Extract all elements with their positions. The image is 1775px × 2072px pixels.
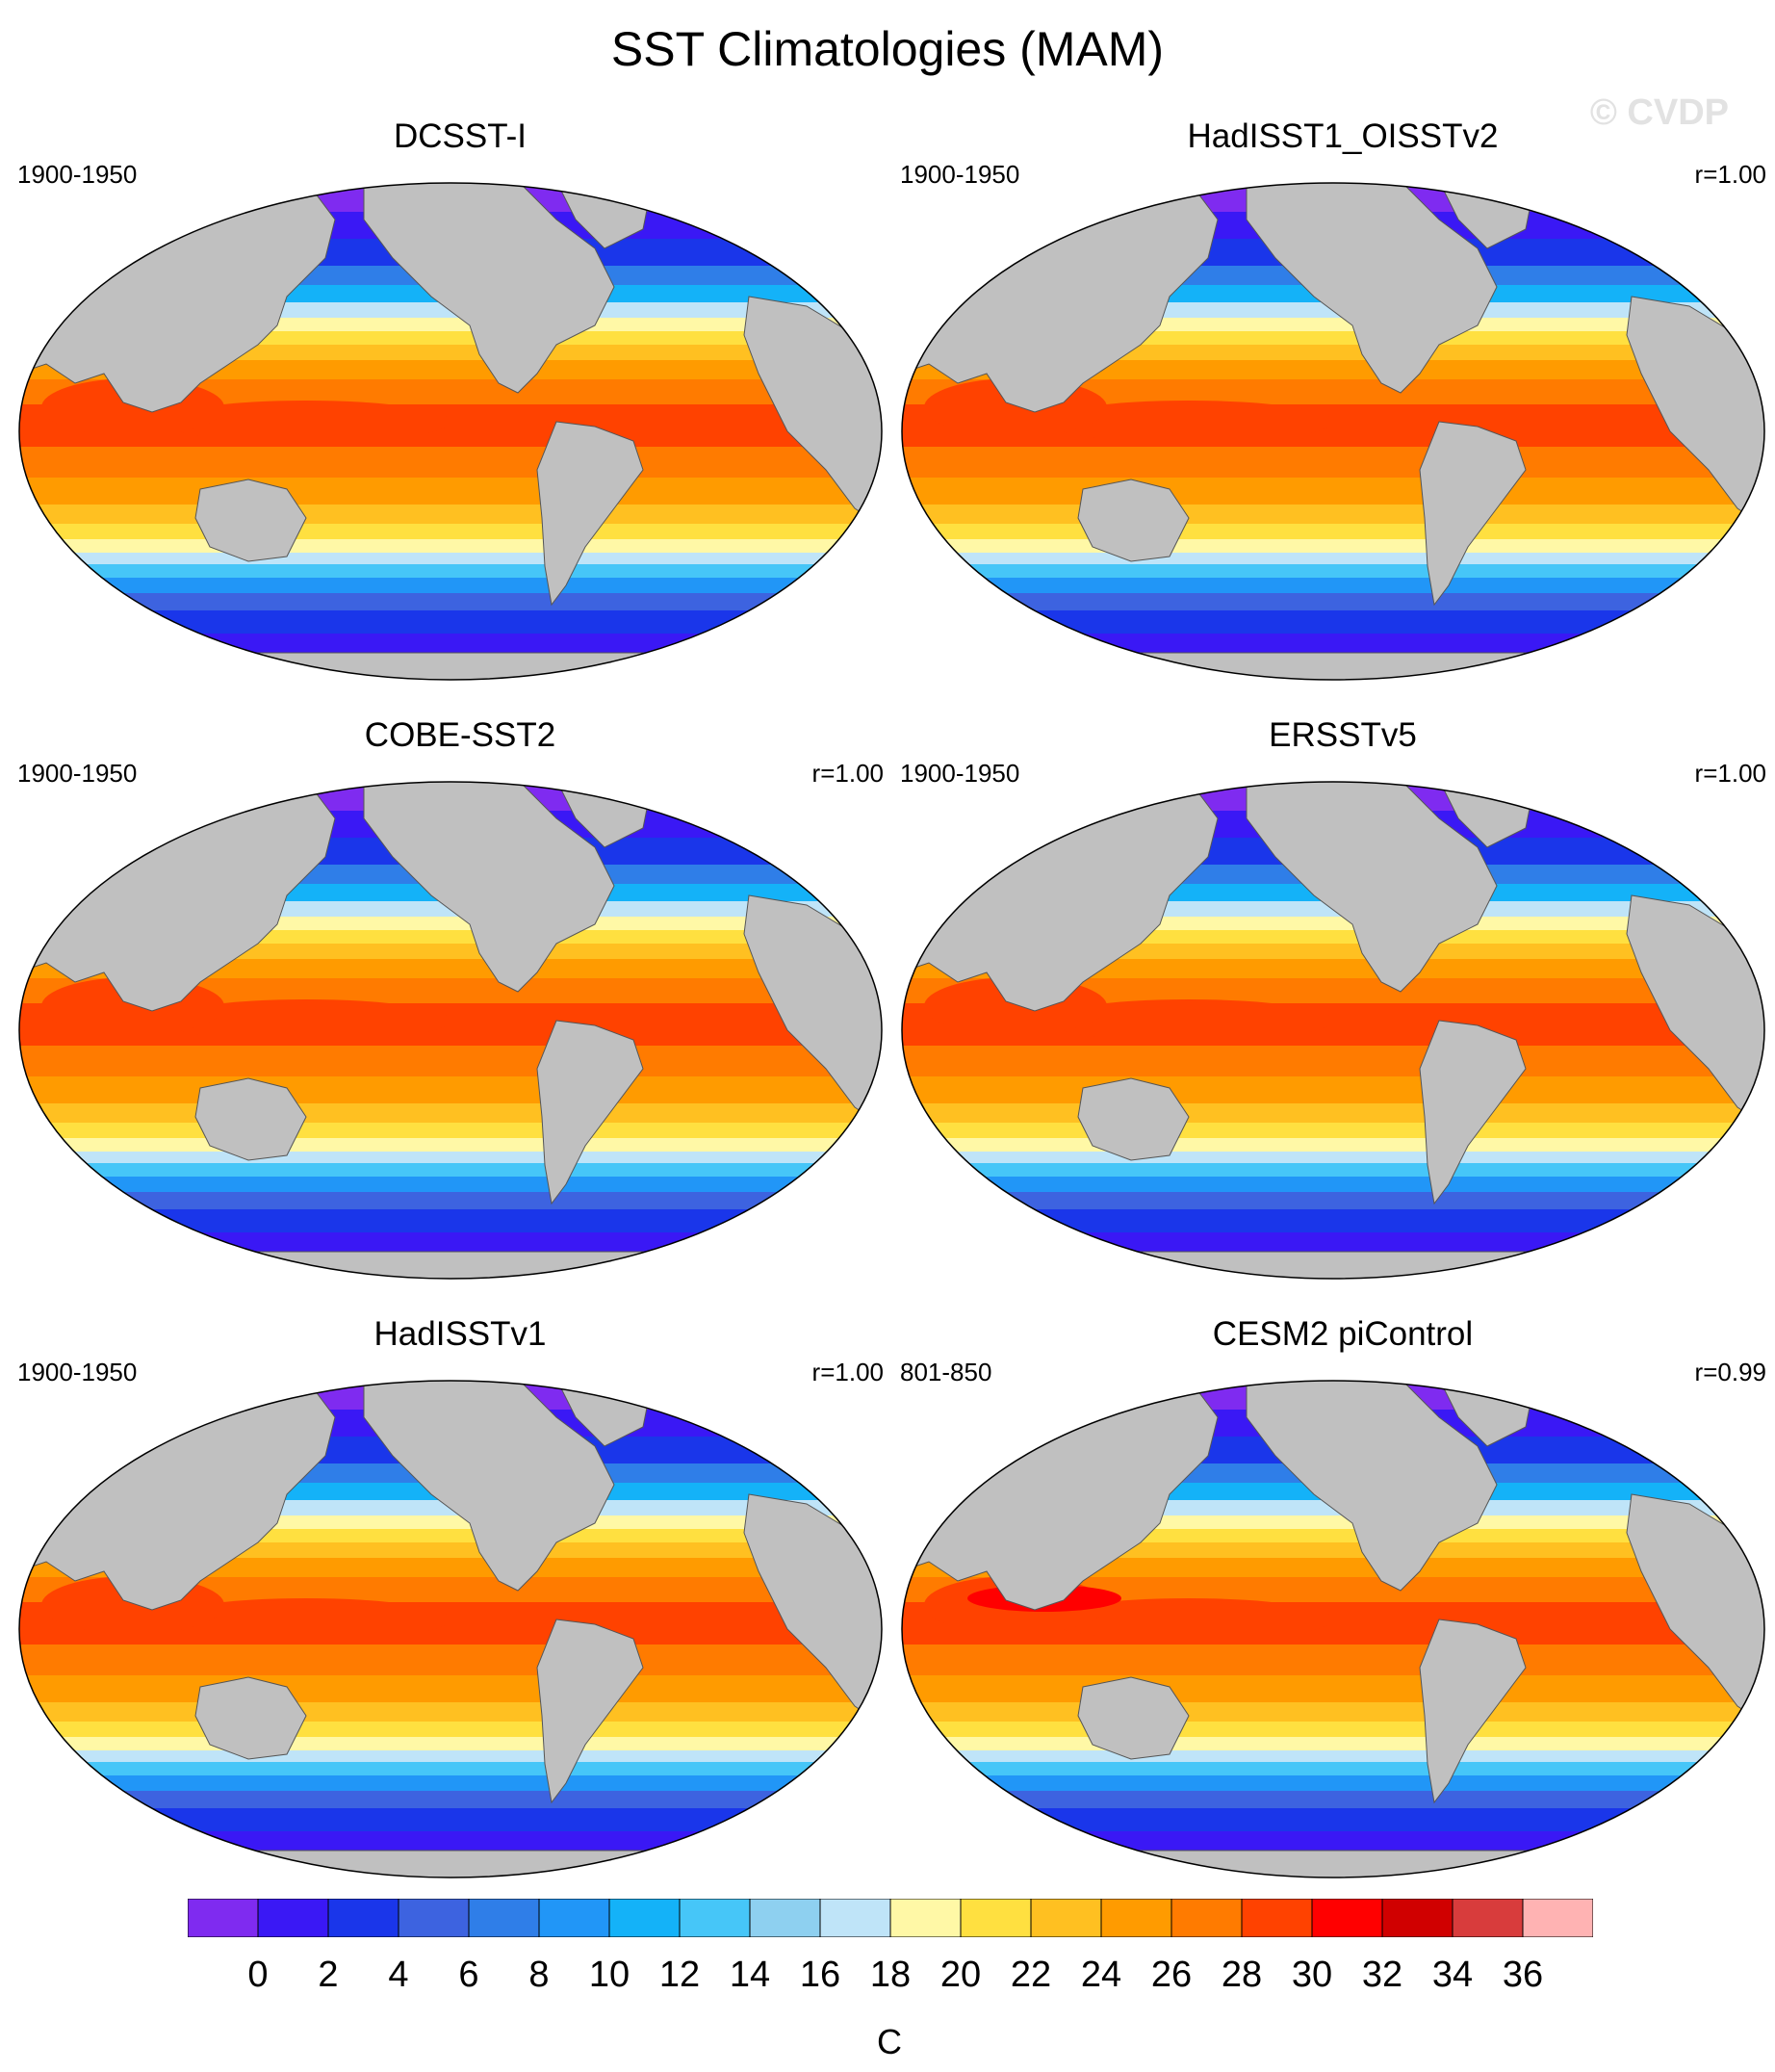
colorbar-tick-label: 24 xyxy=(1080,1955,1122,1995)
colorbar-tick-label: 4 xyxy=(388,1955,409,1995)
colorbar-swatch xyxy=(819,1899,891,1937)
colorbar-tick-label: 26 xyxy=(1150,1955,1193,1995)
panel-period: 801-850 xyxy=(900,1358,992,1386)
panel-correlation: r=1.00 xyxy=(1694,759,1766,788)
colorbar-tick-label: 0 xyxy=(247,1955,269,1995)
panel-title: HadISSTv1 xyxy=(373,1315,547,1353)
colorbar-tick-label: 36 xyxy=(1502,1955,1544,1995)
colorbar-tick-label: 12 xyxy=(658,1955,701,1995)
sst-map xyxy=(18,781,883,1280)
colorbar-tick-label: 16 xyxy=(799,1955,841,1995)
colorbar-swatch xyxy=(468,1899,540,1937)
panel-period: 1900-1950 xyxy=(17,759,138,788)
colorbar-swatch xyxy=(1241,1899,1313,1937)
panel-period: 1900-1950 xyxy=(900,759,1020,788)
panel-correlation: r=1.00 xyxy=(1694,160,1766,189)
colorbar-tick-label: 30 xyxy=(1291,1955,1333,1995)
colorbar-swatch xyxy=(188,1899,259,1937)
colorbar-tick-label: 8 xyxy=(528,1955,550,1995)
panel-title: CESM2 piControl xyxy=(1212,1315,1474,1353)
colorbar-swatch xyxy=(960,1899,1032,1937)
colorbar-swatch xyxy=(749,1899,821,1937)
cvdp-watermark: © CVDP xyxy=(1589,92,1729,133)
sst-map xyxy=(901,781,1765,1280)
panel-correlation: r=1.00 xyxy=(811,759,884,788)
map-panel-ersstv5: ERSSTv5 1900-1950 r=1.00 xyxy=(900,716,1766,1282)
sst-map xyxy=(901,182,1765,681)
colorbar-swatch xyxy=(327,1899,399,1937)
colorbar-tick-label: 20 xyxy=(939,1955,982,1995)
panel-title: ERSSTv5 xyxy=(1269,716,1417,754)
sst-map xyxy=(18,182,883,681)
colorbar-swatch xyxy=(608,1899,681,1937)
colorbar xyxy=(188,1899,1593,1937)
colorbar-swatch xyxy=(1522,1899,1593,1937)
colorbar-swatch xyxy=(1311,1899,1383,1937)
colorbar-tick-label: 34 xyxy=(1431,1955,1474,1995)
map-panel-cobe-sst2: COBE-SST2 1900-1950 r=1.00 xyxy=(17,716,884,1282)
panel-period: 1900-1950 xyxy=(900,160,1020,189)
panel-correlation: r=1.00 xyxy=(811,1358,884,1386)
panel-title: HadISST1_OISSTv2 xyxy=(1187,117,1499,155)
colorbar-swatch xyxy=(1100,1899,1172,1937)
panel-correlation: r=0.99 xyxy=(1694,1358,1766,1386)
map-panel-cesm2-picontrol: CESM2 piControl 801-850 r=0.99 xyxy=(900,1315,1766,1881)
colorbar-swatch xyxy=(538,1899,610,1937)
colorbar-tick-label: 6 xyxy=(458,1955,479,1995)
colorbar-swatch xyxy=(1030,1899,1102,1937)
panel-period: 1900-1950 xyxy=(17,1358,138,1386)
sst-map xyxy=(901,1380,1765,1878)
colorbar-swatch xyxy=(398,1899,470,1937)
colorbar-tick-label: 10 xyxy=(588,1955,630,1995)
map-panel-hadisst1-oisstv2: HadISST1_OISSTv2 1900-1950 r=1.00 xyxy=(900,117,1766,684)
colorbar-swatch xyxy=(1452,1899,1524,1937)
colorbar-tick-label: 22 xyxy=(1010,1955,1052,1995)
panel-period: 1900-1950 xyxy=(17,160,138,189)
colorbar-tick-label: 18 xyxy=(869,1955,912,1995)
colorbar-tick-label: 28 xyxy=(1221,1955,1263,1995)
figure-title: SST Climatologies (MAM) xyxy=(610,22,1165,76)
panel-title: COBE-SST2 xyxy=(364,716,556,754)
colorbar-units: C xyxy=(877,2022,902,2061)
colorbar-swatch xyxy=(257,1899,329,1937)
map-panel-hadisstv1: HadISSTv1 1900-1950 r=1.00 xyxy=(17,1315,884,1881)
colorbar-tick-label: 2 xyxy=(318,1955,339,1995)
map-panel-dcsst-i: DCSST-I 1900-1950 xyxy=(17,117,884,684)
colorbar-tick-label: 32 xyxy=(1361,1955,1403,1995)
panel-title: DCSST-I xyxy=(393,117,527,155)
colorbar-swatch xyxy=(889,1899,962,1937)
colorbar-swatch xyxy=(1381,1899,1453,1937)
sst-map xyxy=(18,1380,883,1878)
colorbar-swatch xyxy=(679,1899,751,1937)
colorbar-tick-label: 14 xyxy=(729,1955,771,1995)
colorbar-swatch xyxy=(1170,1899,1243,1937)
